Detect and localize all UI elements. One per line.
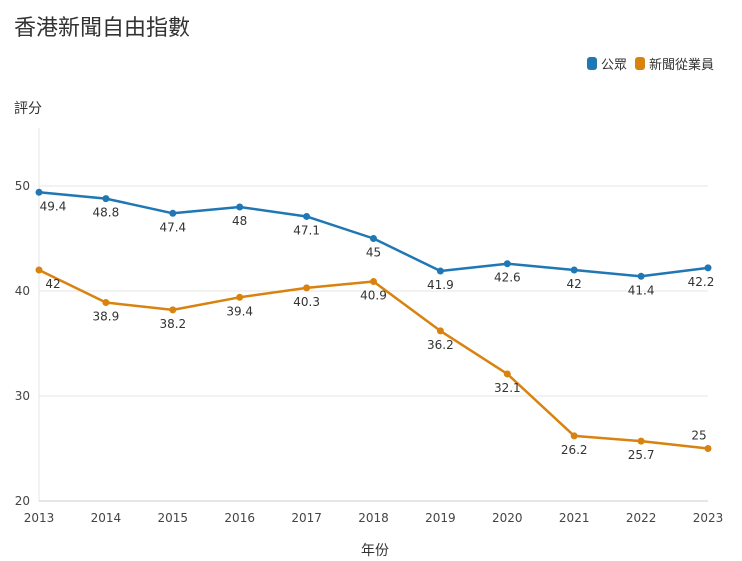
data-point[interactable] xyxy=(704,264,712,272)
x-tick-label: 2017 xyxy=(291,511,322,525)
data-point[interactable] xyxy=(102,299,110,307)
data-label: 42.2 xyxy=(688,275,715,289)
legend-swatch-public xyxy=(586,57,597,70)
data-point[interactable] xyxy=(503,260,511,268)
data-point[interactable] xyxy=(370,278,377,286)
data-point[interactable] xyxy=(637,437,645,445)
legend-item-public[interactable]: 公眾 xyxy=(586,54,627,73)
y-tick-label: 50 xyxy=(15,179,30,193)
data-label: 25 xyxy=(691,429,706,443)
data-point[interactable] xyxy=(303,212,311,220)
data-label: 42 xyxy=(45,277,60,291)
data-label: 41.4 xyxy=(628,283,655,297)
data-point[interactable] xyxy=(169,209,177,217)
chart-title: 香港新聞自由指數 xyxy=(14,16,191,41)
data-point[interactable] xyxy=(236,293,244,301)
x-tick-label: 2023 xyxy=(693,511,724,525)
data-label: 32.1 xyxy=(494,381,521,395)
x-tick-label: 2021 xyxy=(559,511,590,525)
legend: 公眾 新聞從業員 xyxy=(586,54,714,73)
data-label: 47.1 xyxy=(293,223,320,237)
y-tick-label: 30 xyxy=(15,389,30,403)
data-point[interactable] xyxy=(503,370,511,378)
legend-label-public: 公眾 xyxy=(600,58,627,73)
x-tick-label: 2014 xyxy=(91,511,122,525)
x-tick-label: 2015 xyxy=(158,511,189,525)
x-tick-label: 2018 xyxy=(358,511,389,525)
x-tick-label: 2019 xyxy=(425,511,456,525)
series-line-0 xyxy=(38,191,709,278)
y-tick-label: 20 xyxy=(15,494,30,508)
y-axis-label: 評分 xyxy=(14,101,42,117)
data-label: 26.2 xyxy=(561,443,588,457)
data-point[interactable] xyxy=(169,306,177,314)
data-label: 38.2 xyxy=(159,317,186,331)
data-point[interactable] xyxy=(570,266,578,274)
data-label: 47.4 xyxy=(159,220,186,234)
data-label: 48 xyxy=(232,214,247,228)
data-point[interactable] xyxy=(102,195,110,203)
data-label: 48.8 xyxy=(93,206,120,220)
data-point[interactable] xyxy=(436,267,444,275)
data-point[interactable] xyxy=(303,284,311,292)
data-label: 45 xyxy=(366,246,381,260)
data-label: 42.6 xyxy=(494,271,521,285)
data-label: 42 xyxy=(567,277,582,291)
y-tick-label: 40 xyxy=(15,284,30,298)
legend-item-journalists[interactable]: 新聞從業員 xyxy=(634,54,714,73)
x-tick-label: 2020 xyxy=(492,511,523,525)
legend-label-journalists: 新聞從業員 xyxy=(648,58,714,73)
data-point[interactable] xyxy=(637,272,645,280)
data-label: 41.9 xyxy=(427,278,454,292)
legend-swatch-journalists xyxy=(634,57,645,70)
data-point[interactable] xyxy=(370,235,377,242)
x-tick-label: 2016 xyxy=(224,511,255,525)
data-point[interactable] xyxy=(570,432,578,440)
data-point[interactable] xyxy=(436,327,444,335)
data-point[interactable] xyxy=(35,188,43,196)
data-label: 36.2 xyxy=(427,338,454,352)
x-axis-label: 年份 xyxy=(361,543,389,559)
data-point[interactable] xyxy=(35,266,43,274)
data-point[interactable] xyxy=(236,203,244,211)
data-label: 25.7 xyxy=(628,448,655,462)
data-label: 39.4 xyxy=(226,304,253,318)
x-tick-label: 2022 xyxy=(626,511,657,525)
data-point[interactable] xyxy=(704,445,712,452)
data-label: 40.9 xyxy=(360,289,387,303)
data-label: 40.3 xyxy=(293,295,320,309)
data-label: 38.9 xyxy=(93,310,120,324)
data-label: 49.4 xyxy=(40,199,67,213)
x-tick-label: 2013 xyxy=(24,511,55,525)
